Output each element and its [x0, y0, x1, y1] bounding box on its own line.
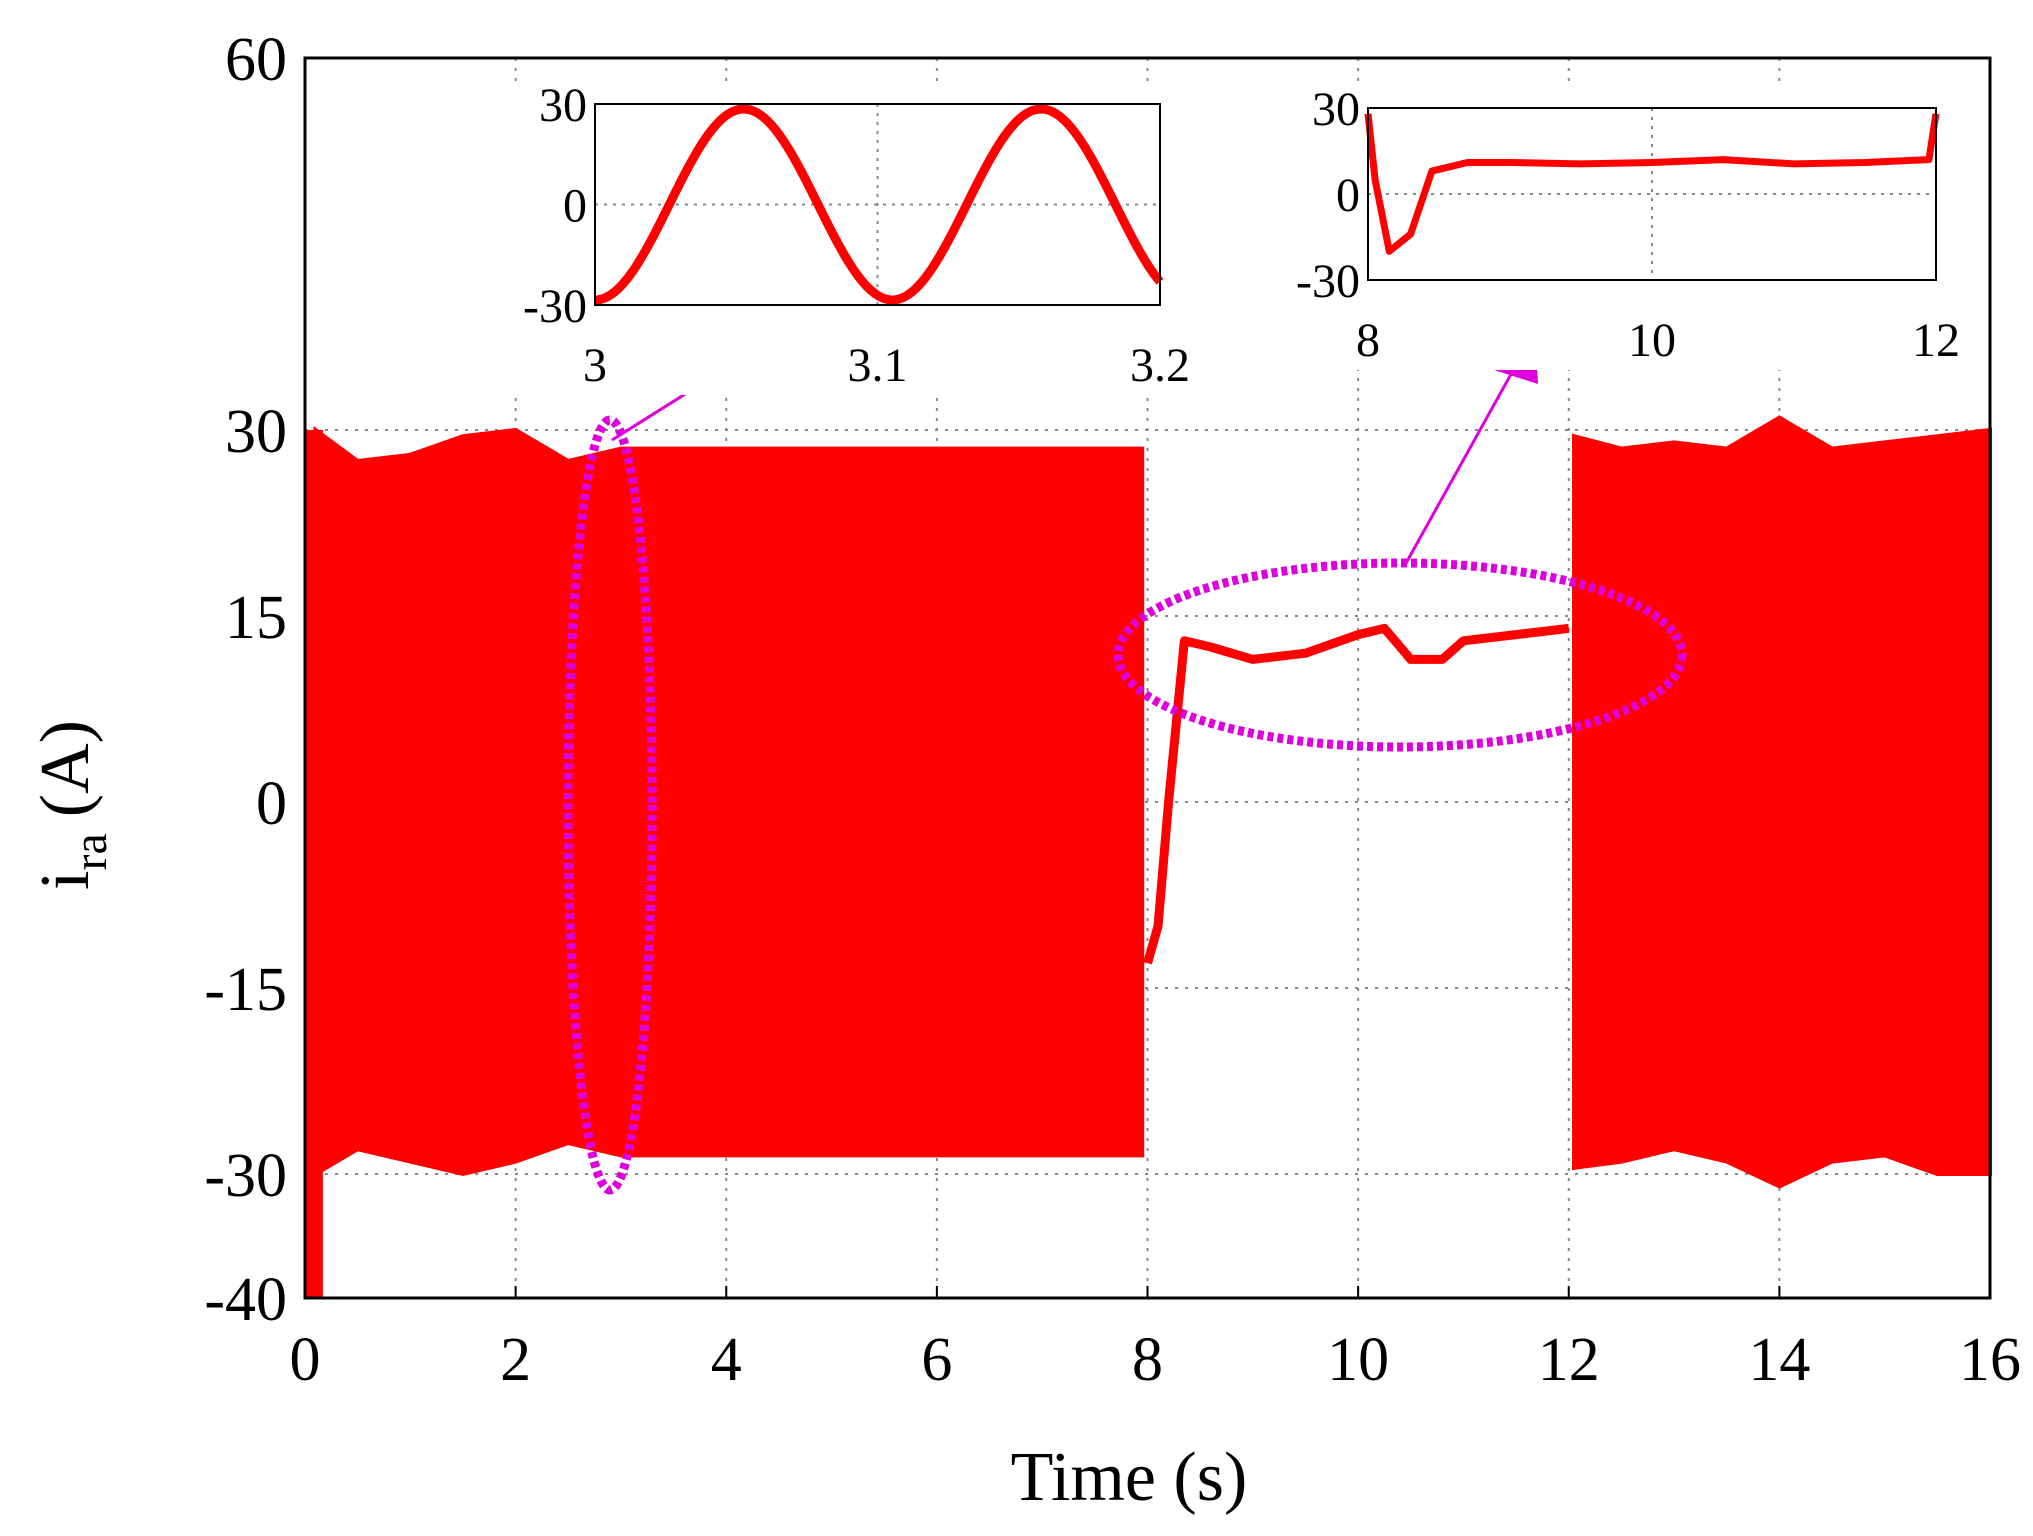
series-dc-8-12s: [1143, 623, 1570, 965]
y-axis-subscript: ra: [64, 833, 117, 870]
inset-zoom-8-to-12s: 8 10 12 30 0 -30: [1278, 83, 1976, 370]
inset2-grid: [1368, 108, 1936, 280]
inset1-series: [592, 104, 1164, 305]
x-tick-label: 6: [921, 1326, 952, 1394]
main-series: [305, 415, 1992, 1298]
inset-zoom-3-to-3.2s: 3 3.1 3.2 30 0 -30: [505, 79, 1200, 395]
callout-arrow-right: [1403, 357, 1522, 566]
highlight-ellipse-right: [1113, 558, 1687, 752]
y-tick-label: -30: [204, 1142, 287, 1210]
y-axis-unit: (A): [27, 720, 104, 817]
x-tick-label: 4: [711, 1326, 742, 1394]
x-tick-label: 10: [1327, 1326, 1389, 1394]
inset1-x-tick-labels: 3 3.1 3.2: [583, 339, 1190, 392]
inset1-y-tick-label: 0: [563, 180, 587, 233]
main-y-tick-labels: -40 -30 -15 0 15 30 60: [204, 26, 287, 1334]
y-tick-label: 0: [256, 770, 287, 838]
x-tick-label: 2: [500, 1326, 531, 1394]
startup-transient: [305, 802, 323, 1298]
inset2-waveform: [1364, 113, 1940, 255]
highlight-ellipse-left: [563, 415, 657, 1195]
inset1-y-tick-labels: 30 0 -30: [523, 79, 587, 333]
y-tick-label: 60: [225, 26, 287, 94]
inset2-y-tick-label: -30: [1296, 255, 1360, 308]
y-tick-label: -40: [204, 1266, 287, 1334]
x-tick-label: 12: [1538, 1326, 1600, 1394]
inset2-x-tick-label: 12: [1912, 314, 1960, 367]
inset1-y-tick-label: -30: [523, 280, 587, 333]
main-x-tick-labels: 0 2 4 6 8 10 12 14 16: [290, 1286, 2021, 1394]
inset2-y-tick-labels: 30 0 -30: [1296, 83, 1360, 308]
y-axis-symbol: i: [27, 871, 104, 890]
inset1-x-tick-label: 3.1: [848, 339, 908, 392]
x-tick-label: 14: [1748, 1326, 1810, 1394]
inset1-waveform: [592, 104, 1164, 305]
inset1-y-tick-label: 30: [539, 79, 587, 132]
inset2-x-tick-label: 10: [1628, 314, 1676, 367]
inset2-frame: [1367, 107, 1937, 281]
inset1-frame: [594, 103, 1161, 306]
inset2-y-tick-label: 30: [1312, 83, 1360, 136]
y-axis-title: ira (A): [27, 720, 117, 890]
inset1-x-tick-label: 3.2: [1130, 339, 1190, 392]
x-tick-label: 16: [1959, 1326, 2021, 1394]
x-tick-label: 8: [1132, 1326, 1163, 1394]
inset1-grid: [595, 104, 1160, 305]
y-tick-label: 15: [225, 584, 287, 652]
y-tick-label: -15: [204, 956, 287, 1024]
inset2-y-tick-label: 0: [1336, 169, 1360, 222]
inset1-x-tick-label: 3: [583, 339, 607, 392]
startup-transient-upper: [305, 430, 323, 802]
x-tick-label: 0: [290, 1326, 321, 1394]
svg-text:ira(A): ira (A): [27, 720, 117, 890]
y-tick-label: 30: [225, 398, 287, 466]
inset2-x-tick-label: 8: [1356, 314, 1380, 367]
series-envelope-12-16s: [1572, 415, 1992, 1189]
x-axis-title: Time (s): [1011, 1439, 1248, 1516]
inset2-x-tick-labels: 8 10 12: [1356, 314, 1960, 367]
series-envelope-0-8s: [313, 426, 1145, 1178]
inset2-series: [1364, 113, 1940, 255]
